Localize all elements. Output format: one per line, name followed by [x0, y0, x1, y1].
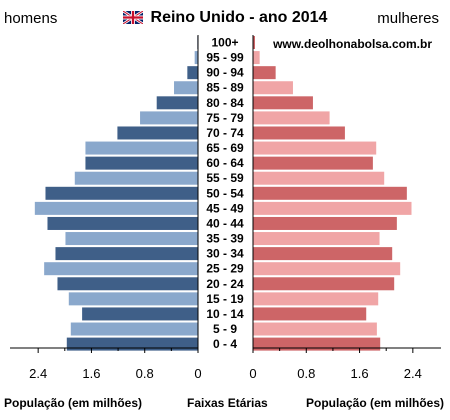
age-label-0: 100+ — [211, 36, 238, 50]
age-label-11: 45 - 49 — [206, 201, 244, 215]
age-label-2: 90 - 94 — [206, 66, 244, 80]
left-tick-label-1: 1.6 — [82, 366, 100, 381]
male-bar-6 — [117, 126, 198, 140]
age-label-9: 55 - 59 — [206, 171, 244, 185]
left-tick-label-0: 2.4 — [29, 366, 47, 381]
female-bar-9 — [253, 171, 385, 185]
female-bar-19 — [253, 322, 377, 336]
age-label-13: 35 - 39 — [206, 232, 244, 246]
female-bar-10 — [253, 186, 407, 200]
right-axis-title: População (em milhões) — [306, 396, 445, 410]
left-axis-title: População (em milhões) — [4, 396, 143, 410]
male-bar-8 — [85, 156, 198, 170]
male-bar-11 — [34, 201, 198, 215]
right-tick-label-2: 1.6 — [351, 366, 369, 381]
age-label-14: 30 - 34 — [206, 247, 244, 261]
female-bar-7 — [253, 141, 377, 155]
female-bar-15 — [253, 262, 401, 276]
female-bar-2 — [253, 66, 276, 80]
uk-flag-icon — [121, 9, 144, 29]
female-bar-0 — [253, 36, 255, 49]
female-bar-17 — [253, 292, 379, 306]
age-label-15: 25 - 29 — [206, 262, 244, 276]
chart-title-wrap: Reino Unido - ano 2014 — [0, 9, 450, 29]
age-label-8: 60 - 64 — [206, 156, 244, 170]
women-label: mulheres — [377, 10, 439, 27]
female-bar-5 — [253, 111, 330, 125]
right-tick-label-1: 0.8 — [297, 366, 315, 381]
male-bar-4 — [156, 96, 198, 110]
age-label-6: 70 - 74 — [206, 126, 244, 140]
female-bar-1 — [253, 51, 260, 65]
website-label: www.deolhonabolsa.com.br — [273, 37, 432, 51]
female-bar-8 — [253, 156, 373, 170]
men-label: homens — [4, 10, 58, 27]
female-bar-4 — [253, 96, 313, 110]
chart-title: Reino Unido - ano 2014 — [150, 9, 328, 26]
male-bar-17 — [68, 292, 199, 306]
male-bar-16 — [57, 277, 198, 291]
male-bar-1 — [194, 51, 198, 65]
female-bar-18 — [253, 307, 367, 321]
age-label-1: 95 - 99 — [206, 51, 244, 65]
male-bar-9 — [74, 171, 198, 185]
age-label-10: 50 - 54 — [206, 186, 244, 200]
left-tick-label-3: 0 — [194, 366, 201, 381]
male-bar-20 — [66, 337, 198, 351]
age-label-17: 15 - 19 — [206, 292, 244, 306]
female-bar-16 — [253, 277, 395, 291]
age-label-5: 75 - 79 — [206, 111, 244, 125]
age-label-4: 80 - 84 — [206, 96, 244, 110]
age-axis-title: Faixas Etárias — [187, 396, 268, 410]
left-tick-label-2: 0.8 — [136, 366, 154, 381]
female-bar-12 — [253, 216, 397, 230]
right-tick-label-3: 2.4 — [404, 366, 422, 381]
male-bar-18 — [82, 307, 198, 321]
female-bar-13 — [253, 232, 380, 246]
age-label-18: 10 - 14 — [206, 307, 244, 321]
female-bar-11 — [253, 201, 412, 215]
age-label-19: 5 - 9 — [213, 322, 237, 336]
male-bar-7 — [85, 141, 198, 155]
male-bar-2 — [187, 66, 198, 80]
female-bar-20 — [253, 337, 381, 351]
male-bar-15 — [44, 262, 199, 276]
female-bar-6 — [253, 126, 345, 140]
male-bar-5 — [140, 111, 198, 125]
age-label-12: 40 - 44 — [206, 216, 244, 230]
male-bar-19 — [70, 322, 198, 336]
age-label-16: 20 - 24 — [206, 277, 244, 291]
male-bar-13 — [65, 232, 198, 246]
age-label-20: 0 - 4 — [213, 337, 237, 351]
female-bar-14 — [253, 247, 393, 261]
male-bar-12 — [47, 216, 198, 230]
age-label-7: 65 - 69 — [206, 141, 244, 155]
age-label-3: 85 - 89 — [206, 81, 244, 95]
right-tick-label-0: 0 — [249, 366, 256, 381]
female-bar-3 — [253, 81, 293, 95]
male-bar-10 — [45, 186, 199, 200]
male-bar-3 — [174, 81, 198, 95]
male-bar-14 — [55, 247, 199, 261]
